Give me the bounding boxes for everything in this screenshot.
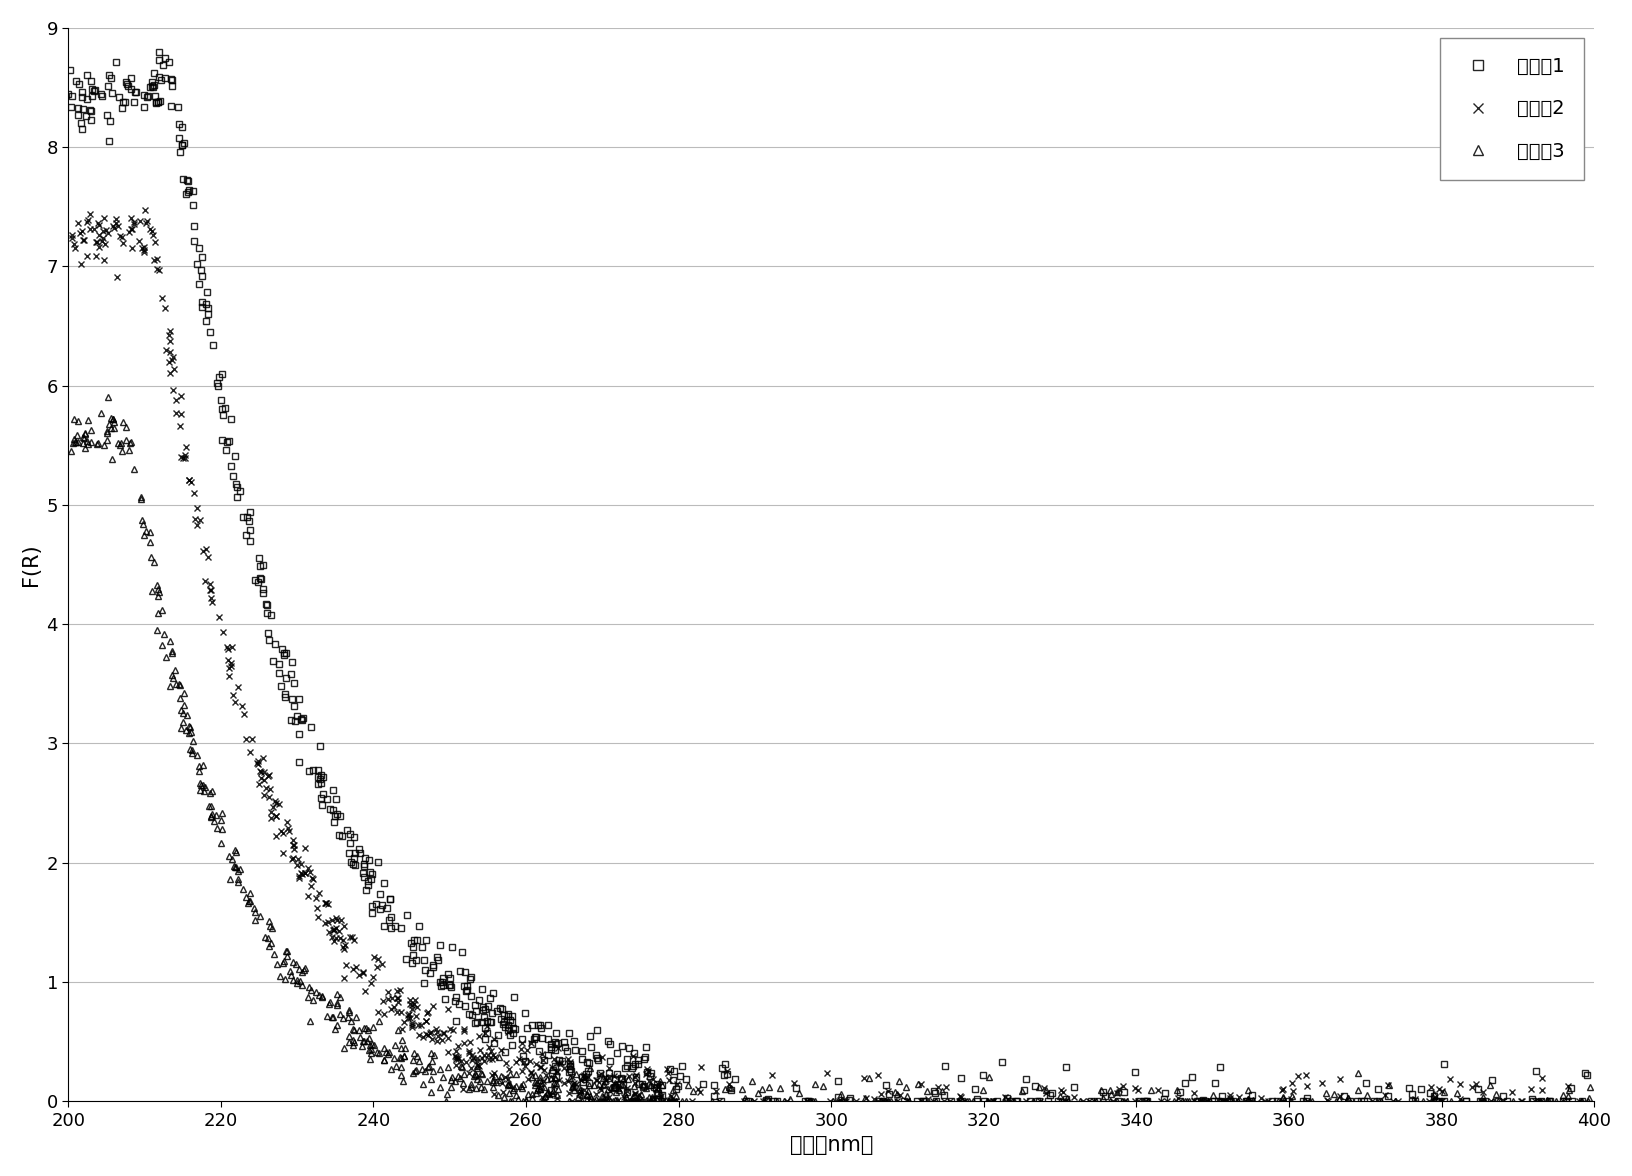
实施例2	[219, 641, 238, 655]
Y-axis label: F(R): F(R)	[21, 543, 41, 586]
X-axis label: 波长（nm）: 波长（nm）	[790, 1135, 873, 1155]
实施例3	[605, 1093, 625, 1107]
实施例1	[207, 376, 227, 390]
实施例2	[597, 1090, 617, 1104]
实施例3	[437, 1094, 457, 1108]
实施例3	[98, 390, 118, 405]
实施例1	[539, 1018, 558, 1033]
实施例1	[601, 1054, 620, 1068]
实施例1	[694, 1077, 713, 1091]
实施例1	[59, 87, 78, 101]
实施例2	[542, 1061, 561, 1075]
实施例2	[1568, 1094, 1588, 1108]
Line: 实施例1: 实施例1	[65, 48, 1590, 1104]
实施例1	[441, 978, 460, 993]
实施例3	[199, 799, 219, 813]
实施例3	[441, 1073, 460, 1087]
实施例2	[563, 1094, 583, 1108]
Line: 实施例2: 实施例2	[69, 207, 1581, 1104]
实施例3	[1580, 1080, 1599, 1094]
实施例1	[1577, 1069, 1596, 1083]
实施例2	[62, 232, 82, 246]
实施例1	[150, 45, 170, 59]
实施例2	[284, 838, 304, 853]
Legend: 实施例1, 实施例2, 实施例3: 实施例1, 实施例2, 实施例3	[1439, 38, 1585, 180]
实施例3	[62, 443, 82, 457]
Line: 实施例3: 实施例3	[67, 394, 1593, 1104]
实施例3	[277, 943, 297, 957]
实施例3	[684, 1084, 703, 1098]
实施例2	[432, 1025, 452, 1040]
实施例1	[274, 648, 294, 662]
实施例2	[692, 1060, 712, 1074]
实施例2	[135, 203, 155, 218]
实施例3	[543, 1084, 563, 1098]
实施例1	[712, 1094, 731, 1108]
